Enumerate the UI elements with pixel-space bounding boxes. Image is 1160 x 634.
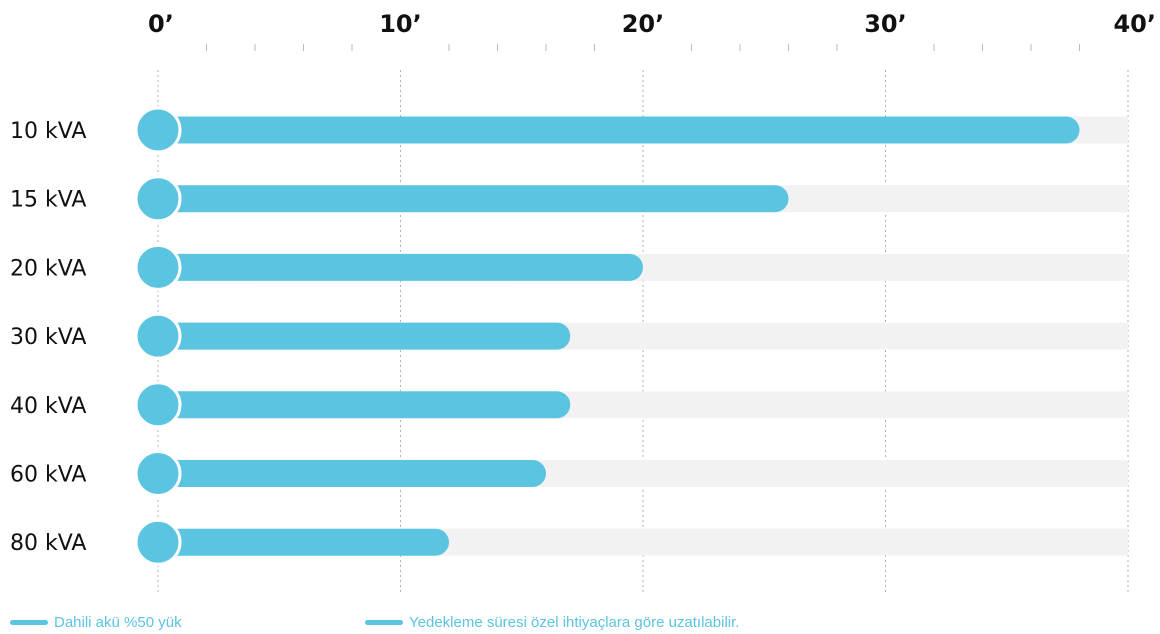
category-label: 40 kVA	[10, 394, 86, 419]
bar-start-cap	[134, 450, 182, 497]
category-labels: 10 kVA 15 kVA 20 kVA 30 kVA 40 kVA 60 kVA 80 k…	[10, 119, 86, 556]
bars	[134, 106, 1080, 566]
x-tick-label: 0’	[148, 10, 174, 38]
x-tick-label: 10’	[379, 10, 422, 38]
category-label: 30 kVA	[10, 325, 86, 350]
category-label: 20 kVA	[10, 256, 86, 281]
legend-label: Dahili akü %50 yük	[54, 613, 182, 631]
minor-ticks	[206, 44, 1080, 51]
category-label: 10 kVA	[10, 119, 86, 144]
bar	[158, 253, 643, 281]
legend-swatch	[10, 619, 48, 625]
category-label: 80 kVA	[10, 531, 86, 556]
bar	[158, 391, 571, 419]
bar	[158, 460, 546, 487]
category-label: 60 kVA	[10, 463, 86, 488]
bar	[158, 322, 571, 350]
bar	[158, 528, 449, 556]
bar	[158, 185, 789, 213]
category-label: 15 kVA	[10, 188, 86, 213]
legend-swatch	[365, 619, 403, 625]
bar-start-cap	[134, 518, 182, 566]
bar-start-cap	[134, 312, 182, 360]
bar-start-cap	[134, 106, 182, 154]
legend-item-internal-battery: Dahili akü %50 yük	[10, 610, 182, 634]
x-tick-label: 30’	[864, 10, 907, 38]
bar-start-cap	[134, 381, 182, 429]
bar	[158, 116, 1080, 144]
legend-label: Yedekleme süresi özel ihtiyaçlara göre u…	[409, 613, 740, 631]
x-tick-label: 40’	[1113, 10, 1156, 38]
bar-start-cap	[134, 243, 182, 291]
legend-item-extendable-backup: Yedekleme süresi özel ihtiyaçlara göre u…	[365, 610, 739, 634]
runtime-bar-chart: 0’ 10’ 20’ 30’ 40’ 10 kVA 15 kVA 20 kVA 30 kVA 4…	[10, 10, 1156, 595]
bar-start-cap	[134, 175, 182, 223]
x-axis-tick-labels: 0’ 10’ 20’ 30’ 40’	[148, 10, 1156, 38]
x-tick-label: 20’	[622, 10, 665, 38]
